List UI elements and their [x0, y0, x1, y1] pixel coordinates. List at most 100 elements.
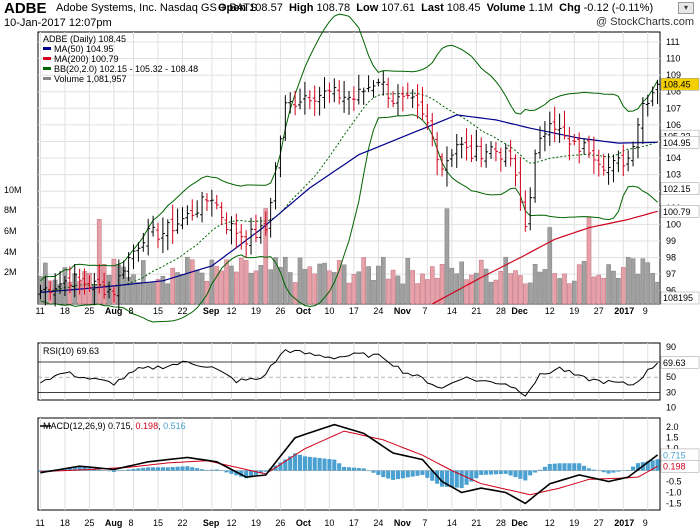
x-axis-label: 9 — [643, 518, 648, 528]
x-axis-label: Oct — [296, 306, 311, 316]
volume-bar — [243, 260, 249, 305]
macd-histogram-bar — [82, 467, 87, 471]
volume-bar — [537, 271, 543, 305]
bb-lower-line — [40, 114, 658, 323]
macd-histogram-bar — [631, 466, 636, 471]
price-bar — [376, 78, 381, 87]
x-axis-label: 25 — [84, 518, 94, 528]
volume-bar — [508, 273, 513, 305]
price-axis-label: 103 — [666, 170, 681, 180]
price-axis-label: 96 — [666, 286, 676, 296]
volume-bar — [420, 273, 425, 305]
macd-histogram-bar — [410, 470, 415, 477]
legend-entry: ADBE (Daily) 108.45 — [43, 34, 126, 44]
macd-histogram-bar — [317, 457, 322, 471]
quote-date: 10-Jan-2017 12:07pm — [4, 17, 112, 29]
price-axis-label: 104 — [666, 153, 681, 163]
price-bar — [513, 154, 518, 187]
volume-bar — [346, 282, 352, 305]
macd-histogram-bar — [351, 467, 356, 471]
price-bar — [567, 126, 572, 161]
price-bar — [165, 219, 170, 251]
x-axis-label: 24 — [373, 306, 383, 316]
macd-histogram-bar — [155, 467, 161, 471]
volume-bar — [170, 267, 175, 305]
price-bar — [626, 150, 631, 172]
volume-bar — [317, 263, 322, 305]
volume-bar — [376, 265, 381, 305]
x-axis-label: 25 — [84, 306, 94, 316]
volume-axis-label: 8M — [4, 205, 17, 215]
volume-bar — [611, 270, 616, 305]
last-value: 108.45 — [446, 2, 481, 14]
macd-histogram-bar — [337, 463, 342, 471]
macd-histogram-bar — [126, 469, 131, 471]
macd-histogram-bar — [474, 470, 479, 479]
macd-histogram-bar — [185, 466, 190, 471]
volume-bar — [194, 269, 200, 305]
volume-bar — [503, 256, 509, 305]
price-bar — [92, 272, 97, 306]
open-value: 108.57 — [249, 2, 283, 14]
price-bar — [572, 134, 577, 146]
price-bar — [528, 187, 533, 231]
price-bar — [190, 199, 195, 221]
volume-bar — [606, 264, 611, 305]
macd-histogram-bar — [312, 457, 317, 471]
macd-histogram-bar — [488, 470, 494, 475]
x-axis-label: 15 — [153, 306, 163, 316]
volume-marker-label: 108195 — [663, 293, 693, 303]
macd-histogram-bar — [572, 463, 577, 471]
volume-bar — [224, 259, 229, 305]
volume-bar — [292, 282, 298, 305]
volume-bar — [429, 266, 435, 305]
x-axis-label: 19 — [251, 518, 261, 528]
price-bar — [283, 95, 288, 141]
legend-entry: BB(20,2.0) 102.15 - 105.32 - 108.48 — [54, 64, 198, 74]
macd-histogram-bar — [234, 470, 239, 476]
x-axis-label: 22 — [177, 306, 187, 316]
x-axis-label: 28 — [496, 518, 506, 528]
x-axis-label: 8 — [129, 518, 134, 528]
chart-header: ADBE Adobe Systems, Inc. Nasdaq GS + BAT… — [0, 0, 700, 32]
volume-bar — [366, 266, 371, 305]
x-axis-label: 28 — [496, 306, 506, 316]
macd-histogram-bar — [523, 470, 528, 481]
x-axis-label: 11 — [35, 518, 44, 528]
volume-bar — [596, 274, 602, 305]
macd-histogram-bar — [650, 460, 655, 471]
price-bar — [288, 92, 293, 114]
macd-histogram-bar — [439, 470, 445, 487]
price-bar — [258, 216, 263, 244]
macd-histogram-bar — [165, 467, 170, 471]
price-bar — [77, 268, 82, 295]
price-bar — [312, 85, 317, 116]
volume-bar — [189, 259, 195, 305]
macd-histogram-bar — [111, 470, 116, 472]
price-bar — [170, 204, 175, 244]
volume-bar — [405, 258, 411, 305]
volume-bar — [214, 266, 220, 305]
macd-histogram-bar — [547, 464, 552, 471]
price-bar — [557, 113, 562, 143]
price-bar — [444, 146, 449, 187]
expand-icon[interactable]: ▾ — [678, 2, 694, 14]
legend-swatch — [43, 77, 51, 80]
macd-histogram-bar — [635, 463, 641, 471]
volume-bar — [385, 278, 391, 305]
volume-bar — [562, 273, 567, 305]
volume-bar — [645, 262, 651, 305]
x-axis-label: 10 — [324, 518, 334, 528]
macd-histogram-bar — [645, 461, 650, 471]
legend-swatch — [43, 47, 51, 50]
x-axis-label: 26 — [275, 306, 285, 316]
x-axis-label: 19 — [251, 306, 261, 316]
price-bar — [327, 82, 332, 103]
x-axis-label: 12 — [226, 518, 236, 528]
price-bar — [58, 271, 63, 294]
price-bar — [298, 88, 303, 110]
rsi-label: RSI(10) 69.63 — [43, 346, 99, 356]
macd-histogram-bar — [195, 468, 200, 471]
x-axis-label: 22 — [177, 518, 187, 528]
volume-bar — [145, 281, 151, 305]
